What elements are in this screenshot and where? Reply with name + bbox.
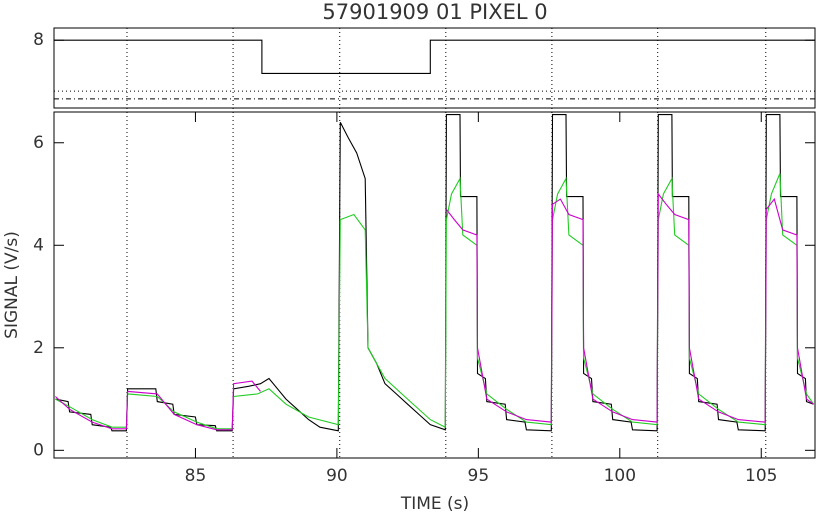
data-line [54, 39, 815, 74]
x-tick-label: 90 [326, 466, 348, 486]
x-tick-label: 100 [604, 466, 636, 486]
y-tick-label: 6 [33, 133, 44, 153]
x-tick-label: 85 [185, 466, 207, 486]
x-axis-label: TIME (s) [400, 494, 469, 514]
x-tick-label: 95 [468, 466, 490, 486]
data-line [55, 114, 814, 432]
x-tick-label: 105 [745, 466, 777, 486]
plot-frame [53, 27, 816, 109]
chart-title: 57901909 01 PIXEL 0 [322, 0, 547, 24]
y-tick-label: 2 [33, 338, 44, 358]
y-tick-label: 4 [33, 235, 44, 255]
y-axis-label: SIGNAL (V/s) [2, 231, 22, 339]
y-tick-label: 0 [33, 440, 44, 460]
plot-frame [53, 111, 816, 459]
data-line [55, 192, 814, 431]
data-line [55, 173, 815, 430]
y-tick-label: 8 [33, 30, 44, 50]
